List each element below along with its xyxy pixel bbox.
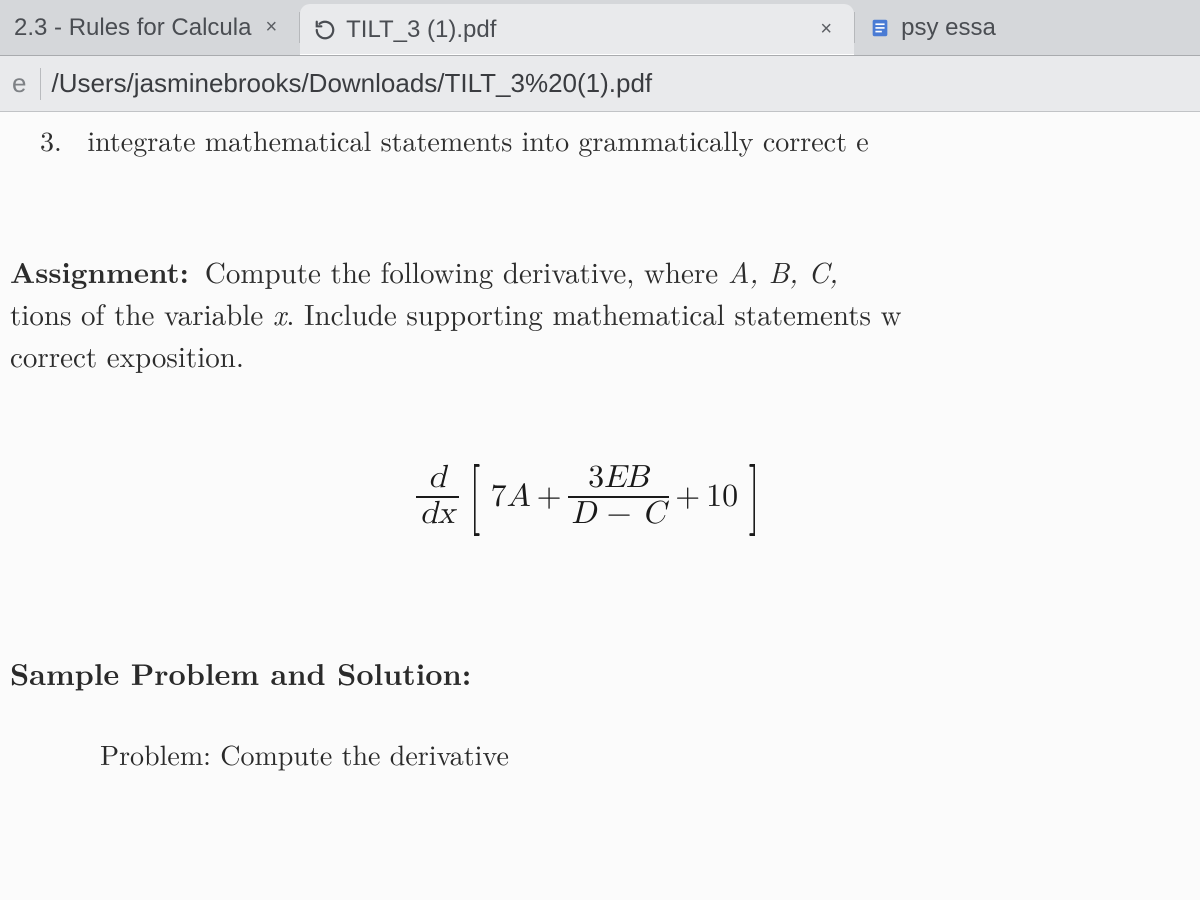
pdf-page: 3. integrate mathematical statements int…: [0, 112, 1200, 900]
assignment-text: . Include supporting mathematical statem…: [286, 293, 901, 334]
tab-psy-essay[interactable]: psy essa: [855, 0, 996, 55]
document-icon: [869, 17, 891, 39]
math-expression: d dx [ 7A + 3EB D − C + 10 ]: [10, 462, 1170, 531]
sample-problem-line: Problem: Compute the derivative: [10, 734, 1170, 774]
tab-label: psy essa: [901, 14, 996, 42]
address-divider: [40, 68, 41, 100]
minus-icon: −: [607, 498, 632, 530]
math-dx: dx: [416, 498, 459, 532]
assignment-label: Assignment:: [10, 250, 189, 292]
term-7a: 7A: [491, 478, 531, 516]
variable-x: x: [273, 293, 286, 334]
tab-label: TILT_3 (1).pdf: [346, 16, 496, 44]
assignment-text: Compute the following derivative, where: [205, 251, 728, 292]
coef-3: 3: [588, 462, 604, 494]
tab-label: 2.3 - Rules for Calcula: [14, 14, 251, 42]
var-a: A: [507, 481, 531, 513]
tab-calculus[interactable]: 2.3 - Rules for Calcula ×: [0, 0, 299, 55]
assignment-paragraph: Assignment: Compute the following derivat…: [10, 250, 1170, 377]
list-number: 3.: [40, 120, 78, 160]
fraction-denominator: D − C: [568, 498, 670, 532]
assignment-vars: A, B, C,: [728, 251, 838, 292]
derivative-operator: d dx: [416, 462, 459, 531]
const-10: 10: [706, 478, 738, 516]
assignment-text: tions of the variable: [10, 293, 273, 334]
fraction-numerator: 3EB: [584, 462, 652, 496]
var-d: D: [572, 498, 596, 530]
plus-icon: +: [675, 478, 700, 516]
plus-icon: +: [537, 478, 562, 516]
refresh-icon: [314, 19, 336, 41]
tab-strip: 2.3 - Rules for Calcula × TILT_3 (1).pdf…: [0, 0, 1200, 56]
address-path[interactable]: /Users/jasminebrooks/Downloads/TILT_3%20…: [51, 68, 652, 99]
list-item-3: 3. integrate mathematical statements int…: [10, 120, 1170, 160]
address-prefix: e: [12, 68, 30, 99]
tab-tilt3-pdf[interactable]: TILT_3 (1).pdf ×: [300, 4, 854, 55]
assignment-text: correct exposition.: [10, 335, 244, 376]
problem-label: Problem:: [100, 734, 220, 774]
list-text: integrate mathematical statements into g…: [87, 120, 868, 160]
close-icon[interactable]: ×: [261, 14, 281, 41]
right-bracket: ]: [749, 468, 760, 526]
vars-eb: EB: [604, 462, 648, 494]
fraction-3eb-over-dc: 3EB D − C: [568, 462, 670, 531]
address-bar: e /Users/jasminebrooks/Downloads/TILT_3%…: [0, 56, 1200, 112]
close-icon[interactable]: ×: [816, 16, 836, 43]
math-d: d: [424, 462, 450, 496]
problem-text: Compute the derivative: [220, 734, 509, 774]
left-bracket: [: [469, 468, 480, 526]
coef-7: 7: [491, 481, 507, 513]
var-c: C: [642, 498, 665, 530]
sample-heading: Sample Problem and Solution:: [10, 651, 1170, 694]
pdf-viewport: 3. integrate mathematical statements int…: [0, 112, 1200, 900]
